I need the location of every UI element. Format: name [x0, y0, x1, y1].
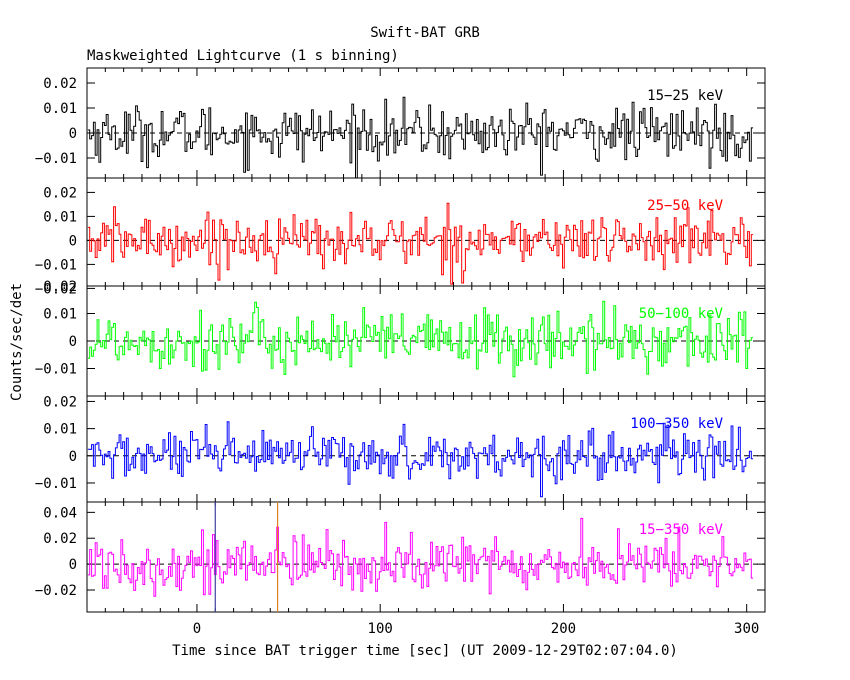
y-tick-label: −0.02	[35, 281, 77, 297]
y-tick-label: 0.01	[43, 209, 77, 225]
panel-frame	[86, 501, 766, 613]
x-tick-label: 100	[368, 621, 393, 637]
lightcurve-series	[87, 202, 754, 285]
x-tick-label: 300	[734, 621, 759, 637]
y-tick-label: −0.01	[35, 257, 77, 273]
y-tick-label: 0	[69, 449, 77, 465]
y-tick-label: 0.02	[43, 394, 77, 410]
y-tick-label: 0.01	[43, 307, 77, 323]
x-tick-label: 0	[193, 621, 201, 637]
y-tick-label: −0.01	[35, 362, 77, 378]
y-tick-label: 0.02	[43, 76, 77, 92]
lightcurve-series	[87, 421, 754, 498]
y-tick-label: 0.02	[43, 531, 77, 547]
y-tick-label: 0.02	[43, 279, 77, 295]
band-label: 50−100 keV	[639, 306, 724, 322]
y-tick-label: 0	[69, 557, 77, 573]
y-tick-label: 0.04	[43, 505, 77, 521]
x-axis-label: Time since BAT trigger time [sec] (UT 20…	[172, 643, 678, 659]
x-tick-label: 200	[551, 621, 576, 637]
lightcurve-series	[87, 300, 754, 378]
y-tick-label: 0.01	[43, 422, 77, 438]
panels-group: −0.01 0 0.01 0.02 15−25 keV −0.02 −0.01 0 0.01 0.…	[35, 67, 766, 637]
y-tick-label: 0.01	[43, 101, 77, 117]
y-tick-label: −0.01	[35, 151, 77, 167]
y-tick-label: 0.02	[43, 185, 77, 201]
y-tick-label: −0.02	[35, 583, 77, 599]
band-label: 25−50 keV	[647, 198, 723, 214]
lightcurve-series	[87, 96, 754, 179]
figure-subtitle: Maskweighted Lightcurve (1 s binning)	[87, 48, 399, 64]
y-tick-label: −0.01	[35, 476, 77, 492]
lightcurve-series	[87, 517, 754, 597]
y-tick-label: 0	[69, 334, 77, 350]
y-axis-label: Counts/sec/det	[9, 283, 25, 401]
band-label: 15−25 keV	[647, 88, 723, 104]
y-tick-label: 0	[69, 126, 77, 142]
figure-title: Swift-BAT GRB	[370, 25, 480, 41]
band-label: 100−350 keV	[630, 416, 723, 432]
panel-frame	[86, 67, 766, 179]
band-label: 15−350 keV	[639, 522, 724, 538]
y-tick-label: 0	[69, 233, 77, 249]
